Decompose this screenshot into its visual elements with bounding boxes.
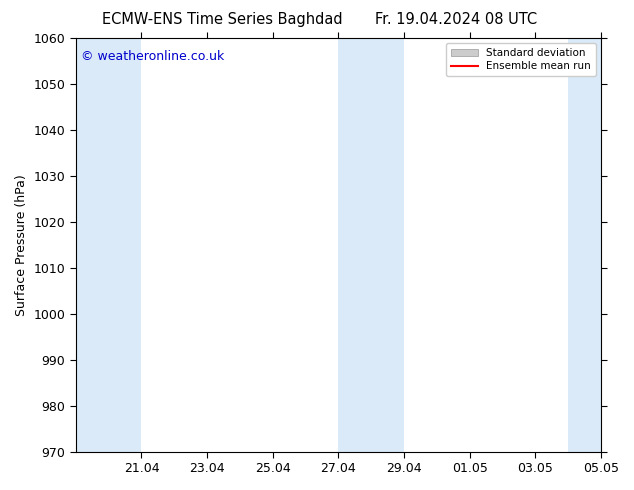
- Text: Fr. 19.04.2024 08 UTC: Fr. 19.04.2024 08 UTC: [375, 12, 538, 27]
- Bar: [339, 38, 372, 452]
- Y-axis label: Surface Pressure (hPa): Surface Pressure (hPa): [15, 174, 28, 316]
- Bar: [372, 38, 404, 452]
- Text: © weatheronline.co.uk: © weatheronline.co.uk: [81, 50, 224, 63]
- Bar: [108, 38, 141, 452]
- Text: ECMW-ENS Time Series Baghdad: ECMW-ENS Time Series Baghdad: [101, 12, 342, 27]
- Bar: [568, 38, 601, 452]
- Legend: Standard deviation, Ensemble mean run: Standard deviation, Ensemble mean run: [446, 43, 596, 76]
- Bar: [76, 38, 108, 452]
